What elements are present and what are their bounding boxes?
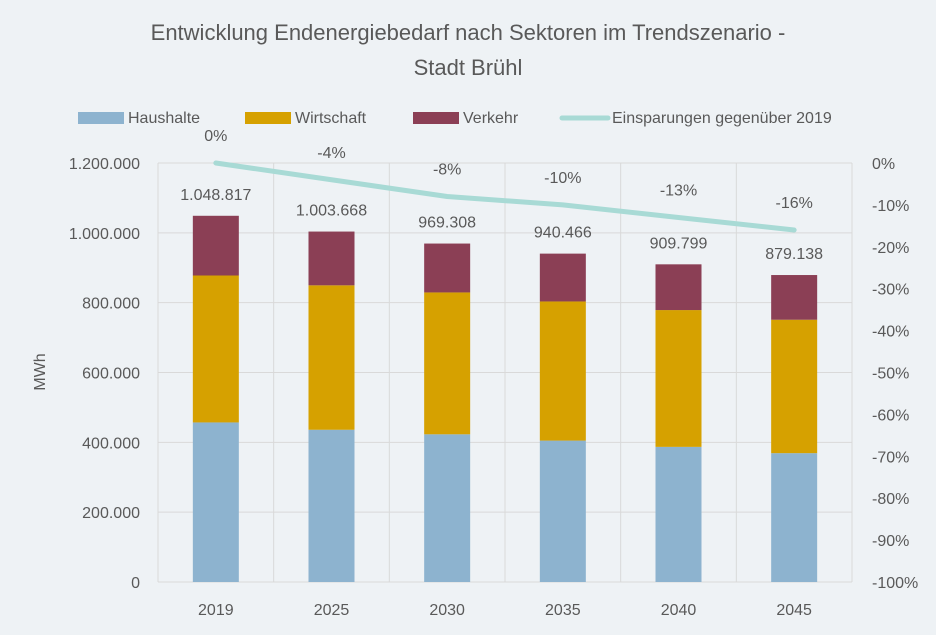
bar-haushalte-2045 (771, 453, 818, 582)
legend-label-haushalte: Haushalte (128, 110, 200, 127)
savings-label-2019: 0% (204, 128, 227, 145)
y2-tick-label: 0% (872, 156, 895, 173)
bar-verkehr-2045 (771, 275, 818, 320)
y2-tick-label: -100% (872, 575, 918, 592)
y-axis-label: MWh (32, 353, 49, 390)
bar-verkehr-2040 (655, 264, 702, 311)
bar-wirtschaft-2045 (771, 319, 818, 454)
bar-haushalte-2035 (539, 440, 586, 582)
legend-swatch-haushalte (78, 112, 124, 124)
total-labels: 1.048.817 1.003.668 969.308 940.466 909.799 8… (180, 187, 823, 263)
y2-tick-label: -20% (872, 240, 909, 257)
total-label-2035: 940.466 (534, 225, 592, 242)
savings-label-2035: -10% (544, 170, 581, 187)
bar-verkehr-2019 (192, 215, 239, 276)
total-label-2019: 1.048.817 (180, 187, 251, 204)
total-label-2045: 879.138 (765, 246, 823, 263)
bar-wirtschaft-2035 (539, 301, 586, 441)
y2-tick-label: -40% (872, 324, 909, 341)
y2-tick-label: -60% (872, 407, 909, 424)
y2-tick-label: -30% (872, 282, 909, 299)
y-tick-label: 1.200.000 (69, 156, 140, 173)
x-tick-label: 2045 (776, 602, 812, 619)
savings-line-group: 0% -4% -8% -10% -13% -16% (204, 128, 813, 233)
bar-haushalte-2040 (655, 446, 702, 582)
bar-verkehr-2035 (539, 253, 586, 302)
chart-title-line-1: Entwicklung Endenergiebedarf nach Sektor… (151, 20, 786, 45)
y2-axis-ticks: 0% -10% -20% -30% -40% -50% -60% -70% -80% -90% -1… (872, 156, 918, 592)
bar-wirtschaft-2019 (192, 275, 239, 423)
y-axis-ticks: 0 200.000 400.000 600.000 800.000 1.000.000 1.… (69, 156, 140, 592)
total-label-2040: 909.799 (650, 235, 708, 252)
total-label-2025: 1.003.668 (296, 203, 367, 220)
bar-wirtschaft-2040 (655, 310, 702, 447)
total-label-2030: 969.308 (418, 215, 476, 232)
legend: Haushalte Wirtschaft Verkehr Einsparunge… (78, 110, 832, 127)
x-tick-label: 2030 (429, 602, 465, 619)
bars (192, 215, 818, 582)
bar-haushalte-2019 (192, 422, 239, 582)
y-tick-label: 400.000 (82, 435, 140, 452)
savings-label-2045: -16% (775, 195, 812, 212)
y-tick-label: 200.000 (82, 505, 140, 522)
y-tick-label: 0 (131, 575, 140, 592)
legend-label-verkehr: Verkehr (463, 110, 519, 127)
x-axis-ticks: 2019 2025 2030 2035 2040 2045 (198, 602, 812, 619)
bar-haushalte-2025 (308, 429, 355, 582)
y2-tick-label: -50% (872, 366, 909, 383)
chart-title-line-2: Stadt Brühl (414, 55, 523, 80)
bar-haushalte-2030 (424, 434, 471, 582)
bar-wirtschaft-2025 (308, 285, 355, 430)
y2-tick-label: -80% (872, 491, 909, 508)
savings-line (213, 160, 797, 233)
x-tick-label: 2035 (545, 602, 581, 619)
x-tick-label: 2019 (198, 602, 234, 619)
savings-label-2025: -4% (317, 145, 345, 162)
legend-label-einsparungen: Einsparungen gegenüber 2019 (612, 110, 832, 127)
savings-label-2030: -8% (433, 162, 461, 179)
bar-wirtschaft-2030 (424, 292, 471, 435)
savings-label-2040: -13% (660, 182, 697, 199)
y2-tick-label: -90% (872, 533, 909, 550)
x-tick-label: 2025 (314, 602, 350, 619)
legend-label-wirtschaft: Wirtschaft (295, 110, 367, 127)
bar-verkehr-2030 (424, 243, 471, 293)
y2-tick-label: -10% (872, 198, 909, 215)
y-tick-label: 1.000.000 (69, 226, 140, 243)
gridlines (157, 162, 853, 583)
legend-swatch-verkehr (413, 112, 459, 124)
y-tick-label: 600.000 (82, 366, 140, 383)
x-tick-label: 2040 (661, 602, 697, 619)
y-tick-label: 800.000 (82, 296, 140, 313)
bar-verkehr-2025 (308, 231, 355, 286)
y2-tick-label: -70% (872, 449, 909, 466)
legend-swatch-wirtschaft (245, 112, 291, 124)
